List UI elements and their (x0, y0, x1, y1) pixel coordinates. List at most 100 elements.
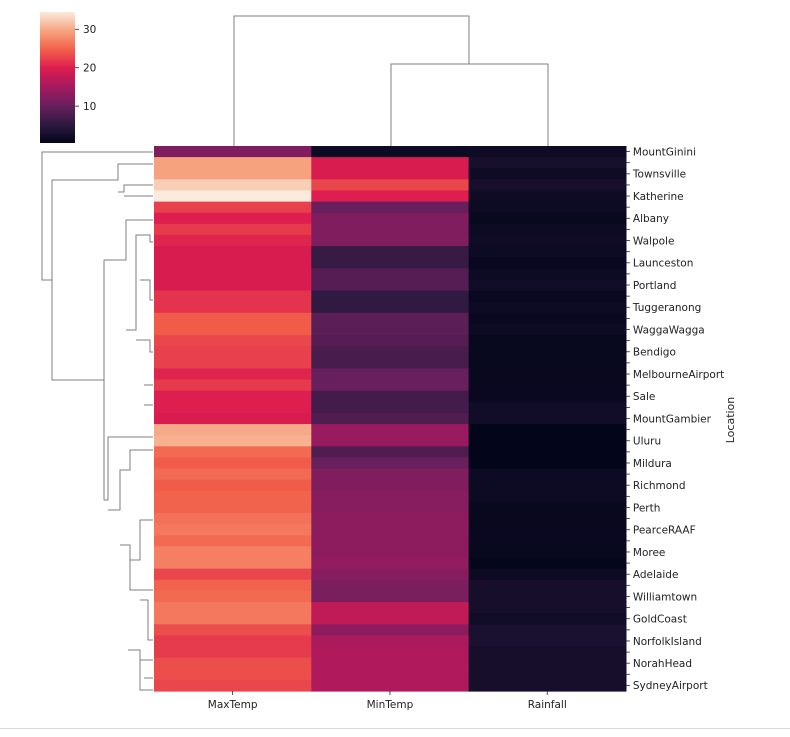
row-tick-label: Perth (633, 502, 661, 514)
heatmap-cell (311, 190, 470, 203)
heatmap-cell (154, 557, 312, 570)
row-tick-label: PearceRAAF (633, 525, 696, 537)
row-tick-label: Albany (633, 213, 669, 225)
heatmap-cell (154, 624, 312, 636)
heatmap-cell (154, 446, 312, 459)
heatmap-cell (154, 535, 312, 548)
heatmap-cell (468, 346, 627, 358)
heatmap-cell (311, 390, 470, 403)
heatmap-cell (154, 246, 312, 258)
heatmap-cell (154, 679, 312, 692)
row-tick-label: Portland (633, 280, 677, 292)
heatmap-cells (154, 146, 627, 692)
row-tick-label: Launceston (633, 258, 694, 270)
heatmap-cell (154, 190, 312, 203)
heatmap-cell (154, 179, 312, 192)
heatmap-cell (154, 157, 312, 169)
heatmap-cell (311, 546, 470, 559)
heatmap-cell (311, 501, 470, 514)
heatmap-cell (468, 268, 627, 281)
heatmap-cell (311, 668, 470, 681)
heatmap-cell (468, 257, 627, 269)
heatmap-cell (154, 590, 312, 603)
heatmap-cell (311, 201, 470, 214)
heatmap-cell (311, 401, 470, 414)
row-tick-label: SydneyAirport (633, 680, 708, 692)
heatmap-cell (154, 290, 312, 303)
heatmap-cell (468, 457, 627, 470)
heatmap-cell (468, 535, 627, 548)
heatmap-cell (468, 401, 627, 414)
row-tick-label: Walpole (633, 235, 675, 247)
heatmap-cell (468, 234, 627, 247)
heatmap-cell (311, 346, 470, 358)
y-axis-label: Location (724, 397, 737, 444)
heatmap-cell (468, 368, 627, 381)
heatmap-cell (154, 501, 312, 514)
heatmap-cell (468, 590, 627, 603)
heatmap-cell (468, 602, 627, 614)
row-tick-label: Mildura (633, 458, 672, 470)
heatmap-cell (468, 468, 627, 481)
colorbar-gradient (40, 12, 75, 143)
heatmap-cell (311, 357, 470, 370)
heatmap-cell (154, 579, 312, 592)
row-tick-label: Tuggeranong (632, 302, 701, 314)
heatmap-cell (468, 490, 627, 503)
heatmap-cell (468, 357, 627, 370)
heatmap-cell (468, 190, 627, 203)
colorbar-tick-label: 10 (83, 101, 96, 113)
heatmap-cell (154, 546, 312, 559)
heatmap-cell (154, 490, 312, 503)
heatmap-cell (468, 212, 627, 225)
heatmap-cell (311, 457, 470, 470)
heatmap-cell (154, 390, 312, 403)
row-dendro-low-group (104, 436, 153, 691)
heatmap-cell (311, 524, 470, 536)
heatmap-cell (311, 490, 470, 503)
heatmap-cell (468, 201, 627, 214)
heatmap-cell (468, 323, 627, 336)
heatmap-cell (311, 179, 470, 192)
heatmap-cell (311, 168, 470, 180)
heatmap-cell (311, 246, 470, 258)
row-dendro-mid-group (103, 219, 153, 500)
heatmap-cell (311, 312, 470, 325)
row-tick-label: Moree (633, 547, 666, 559)
heatmap-cell (468, 579, 627, 592)
col-dendro-branch-inner (390, 63, 549, 146)
row-tick-label: Williamtown (633, 591, 697, 603)
heatmap-cell (154, 323, 312, 336)
column-tick-labels: MaxTemp MinTemp Rainfall (208, 691, 567, 711)
heatmap-cell (468, 301, 627, 314)
heatmap-cell (311, 557, 470, 570)
heatmap-cell (154, 479, 312, 492)
heatmap-cell (311, 535, 470, 548)
heatmap-cell (154, 412, 312, 425)
heatmap-cell (311, 568, 470, 581)
heatmap-cell (311, 646, 470, 659)
heatmap-cell (468, 513, 627, 525)
heatmap-cell (154, 602, 312, 614)
heatmap-cell (468, 624, 627, 636)
heatmap-cell (468, 435, 627, 447)
heatmap-cell (154, 468, 312, 481)
column-tick-label: MinTemp (367, 699, 414, 711)
heatmap-cell (468, 479, 627, 492)
heatmap-cell (468, 668, 627, 681)
heatmap-cell (154, 346, 312, 358)
heatmap-cell (468, 546, 627, 559)
heatmap-cell (154, 524, 312, 536)
heatmap-cell (468, 246, 627, 258)
heatmap-cell (154, 301, 312, 314)
row-tick-label: Townsville (632, 169, 686, 181)
heatmap-cell (311, 234, 470, 247)
heatmap-cell (468, 379, 627, 392)
row-tick-label: Bendigo (633, 347, 676, 359)
heatmap-cell (468, 335, 627, 347)
heatmap-cell (311, 479, 470, 492)
heatmap-cell (311, 424, 470, 436)
heatmap-cell (468, 501, 627, 514)
heatmap-cell (311, 223, 470, 236)
heatmap-cell (311, 624, 470, 636)
